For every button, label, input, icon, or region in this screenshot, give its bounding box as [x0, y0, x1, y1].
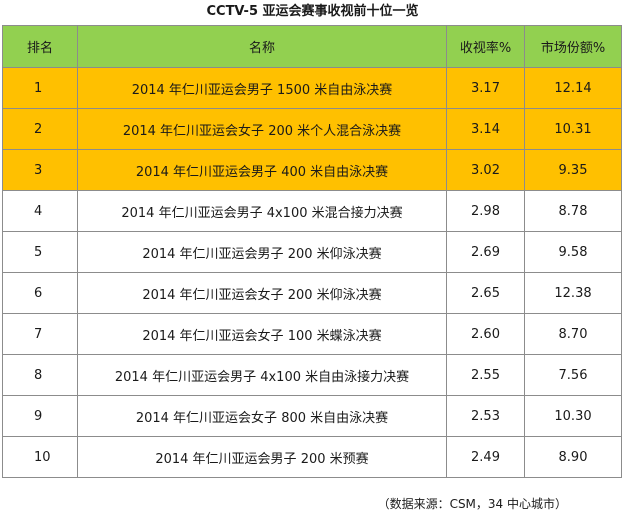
- cell-share: 8.90: [524, 436, 622, 478]
- cell-rank: 3: [2, 149, 78, 191]
- header-share: 市场份额%: [524, 25, 622, 68]
- table-row: 6 2014 年仁川亚运会女子 200 米仰泳决赛 2.65 12.38: [2, 272, 622, 314]
- cell-share: 8.70: [524, 313, 622, 355]
- cell-rank: 9: [2, 395, 78, 437]
- cell-rank: 2: [2, 108, 78, 150]
- table-row: 10 2014 年仁川亚运会男子 200 米预赛 2.49 8.90: [2, 436, 622, 478]
- cell-rank: 10: [2, 436, 78, 478]
- table-row: 9 2014 年仁川亚运会女子 800 米自由泳决赛 2.53 10.30: [2, 395, 622, 437]
- cell-rating: 2.65: [446, 272, 525, 314]
- cell-rating: 2.60: [446, 313, 525, 355]
- cell-share: 10.30: [524, 395, 622, 437]
- cell-name: 2014 年仁川亚运会男子 400 米自由泳决赛: [77, 149, 447, 191]
- cell-rank: 8: [2, 354, 78, 396]
- cell-rank: 7: [2, 313, 78, 355]
- data-source-note: （数据来源：CSM，34 中心城市）: [377, 497, 567, 511]
- cell-rating: 3.14: [446, 108, 525, 150]
- cell-name: 2014 年仁川亚运会女子 200 米仰泳决赛: [77, 272, 447, 314]
- table-row: 3 2014 年仁川亚运会男子 400 米自由泳决赛 3.02 9.35: [2, 149, 622, 191]
- cell-rating: 2.69: [446, 231, 525, 273]
- header-rating: 收视率%: [446, 25, 525, 68]
- cell-rank: 6: [2, 272, 78, 314]
- cell-share: 12.38: [524, 272, 622, 314]
- cell-rating: 3.17: [446, 67, 525, 109]
- cell-name: 2014 年仁川亚运会男子 4x100 米自由泳接力决赛: [77, 354, 447, 396]
- table-title: CCTV-5 亚运会赛事收视前十位一览: [206, 4, 419, 19]
- cell-share: 9.35: [524, 149, 622, 191]
- cell-rank: 1: [2, 67, 78, 109]
- cell-name: 2014 年仁川亚运会女子 200 米个人混合泳决赛: [77, 108, 447, 150]
- cell-rating: 3.02: [446, 149, 525, 191]
- header-name: 名称: [77, 25, 447, 68]
- cell-name: 2014 年仁川亚运会男子 200 米预赛: [77, 436, 447, 478]
- ratings-table: 排名 名称 收视率% 市场份额% 1 2014 年仁川亚运会男子 1500 米自由…: [2, 25, 622, 478]
- table-row: 1 2014 年仁川亚运会男子 1500 米自由泳决赛 3.17 12.14: [2, 67, 622, 109]
- cell-rating: 2.55: [446, 354, 525, 396]
- table-row: 5 2014 年仁川亚运会男子 200 米仰泳决赛 2.69 9.58: [2, 231, 622, 273]
- cell-share: 8.78: [524, 190, 622, 232]
- header-rank: 排名: [2, 25, 78, 68]
- cell-name: 2014 年仁川亚运会女子 800 米自由泳决赛: [77, 395, 447, 437]
- cell-rating: 2.98: [446, 190, 525, 232]
- table-row: 2 2014 年仁川亚运会女子 200 米个人混合泳决赛 3.14 10.31: [2, 108, 622, 150]
- cell-share: 12.14: [524, 67, 622, 109]
- table-row: 4 2014 年仁川亚运会男子 4x100 米混合接力决赛 2.98 8.78: [2, 190, 622, 232]
- table-row: 7 2014 年仁川亚运会女子 100 米蝶泳决赛 2.60 8.70: [2, 313, 622, 355]
- cell-share: 10.31: [524, 108, 622, 150]
- cell-name: 2014 年仁川亚运会男子 200 米仰泳决赛: [77, 231, 447, 273]
- table-header-row: 排名 名称 收视率% 市场份额%: [2, 25, 622, 68]
- cell-rank: 4: [2, 190, 78, 232]
- table-row: 8 2014 年仁川亚运会男子 4x100 米自由泳接力决赛 2.55 7.56: [2, 354, 622, 396]
- cell-share: 9.58: [524, 231, 622, 273]
- cell-rating: 2.53: [446, 395, 525, 437]
- cell-name: 2014 年仁川亚运会女子 100 米蝶泳决赛: [77, 313, 447, 355]
- cell-rank: 5: [2, 231, 78, 273]
- cell-rating: 2.49: [446, 436, 525, 478]
- cell-name: 2014 年仁川亚运会男子 1500 米自由泳决赛: [77, 67, 447, 109]
- cell-share: 7.56: [524, 354, 622, 396]
- cell-name: 2014 年仁川亚运会男子 4x100 米混合接力决赛: [77, 190, 447, 232]
